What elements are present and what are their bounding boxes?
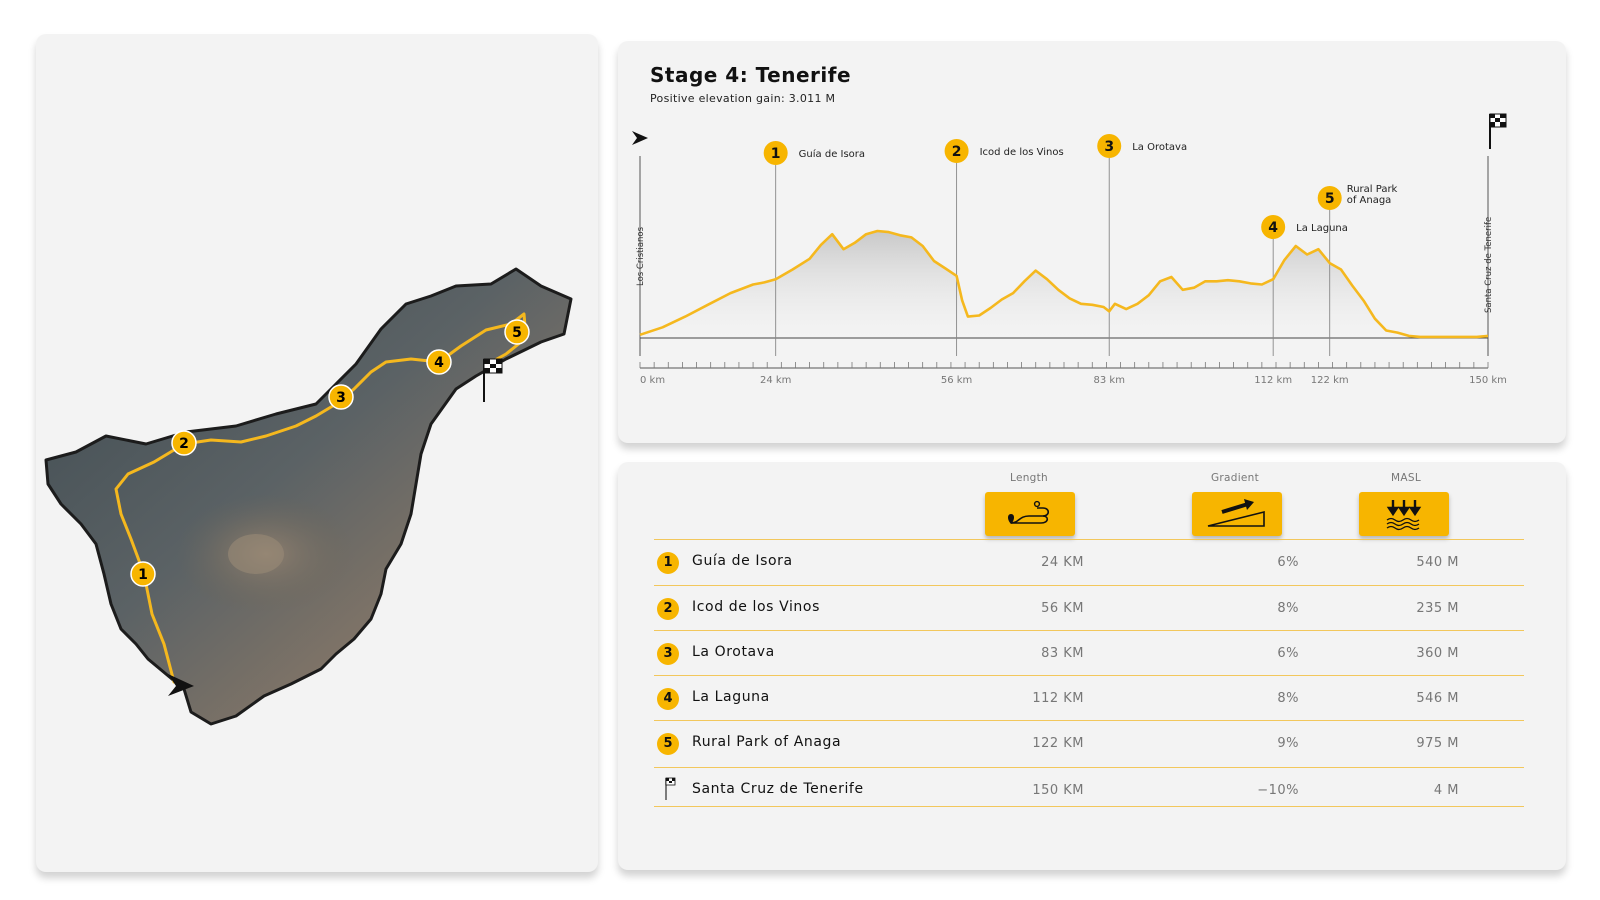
waypoint-number-1: 1 [771,146,781,162]
km-tick-label: 150 km [1469,375,1507,386]
map-waypoint-1[interactable]: 1 [130,561,156,587]
masl-value: 540 M [1416,555,1459,570]
km-tick-label: 83 km [1094,375,1125,386]
table-row-finish[interactable]: Santa Cruz de Tenerife 150 KM −10% 4 M [654,767,1524,813]
waypoint-name: Rural Park of Anaga [692,734,842,750]
map-card: 1 2 3 4 5 [36,34,598,872]
gradient-icon [1192,492,1282,536]
waypoint-badge: 2 [657,598,679,620]
gradient-value: 6% [1277,555,1299,570]
svg-text:3: 3 [336,390,346,406]
masl-header: MASL [1391,472,1421,484]
finish-flag-icon [483,358,503,402]
km-tick-label: 122 km [1311,375,1349,386]
km-tick-label: 56 km [941,375,972,386]
chart-marks: 1 Guía de Isora 2 Icod de los Vinos 3 La Orot… [639,134,1507,386]
waypoint-badge: 3 [657,643,679,665]
waypoint-number-5: 5 [1325,191,1335,207]
waypoint-badge-4 [1261,215,1286,239]
start-location-label: Los Cristianos [636,226,646,286]
svg-text:1: 1 [138,567,148,583]
waypoint-label-3: La Orotava [1132,142,1187,153]
svg-text:4: 4 [434,355,444,371]
waypoint-number-3: 3 [1104,139,1114,155]
waypoint-name: La Laguna [692,689,770,705]
waypoint-label-5-line2: of Anaga [1347,195,1392,206]
finish-flag-icon [665,777,676,800]
waypoint-badge-3 [1097,134,1122,158]
map-waypoint-2[interactable]: 2 [171,430,197,456]
waypoint-name: Santa Cruz de Tenerife [692,781,864,797]
gradient-header: Gradient [1210,472,1260,484]
waypoint-name: Guía de Isora [692,553,793,569]
elevation-profile-card: Stage 4: Tenerife Positive elevation gai… [618,41,1566,443]
gradient-value: 6% [1277,646,1299,661]
elevation-icon [1359,492,1449,536]
waypoint-label-4: La Laguna [1296,223,1348,234]
stage-title: Stage 4: Tenerife [650,63,852,87]
route-line [114,312,528,684]
map-waypoint-3[interactable]: 3 [328,384,354,410]
teide-peak [228,534,284,574]
waypoint-badge: 5 [657,733,679,755]
finish-flag-icon [1489,113,1507,149]
gradient-value: 9% [1277,736,1299,751]
waypoint-badge: 1 [657,552,679,574]
svg-text:5: 5 [512,325,522,341]
table-row-2[interactable]: 2 Icod de los Vinos 56 KM 8% 235 M [654,585,1524,631]
km-tick-label: 112 km [1254,375,1292,386]
masl-value: 4 M [1433,783,1459,798]
map-waypoint-5[interactable]: 5 [504,319,530,345]
length-header: Length [1009,472,1049,484]
waypoint-label-1: Guía de Isora [799,148,865,160]
waypoint-name: Icod de los Vinos [692,599,820,615]
table-row-4[interactable]: 4 La Laguna 112 KM 8% 546 M [654,675,1524,721]
start-arrow-icon [168,674,194,696]
elevation-chart[interactable]: Los Cristianos Santa Cruz de Tenerife 1 G… [618,41,1566,443]
table-row-5[interactable]: 5 Rural Park of Anaga 122 KM 9% 975 M [654,720,1524,766]
gradient-value: 8% [1277,601,1299,616]
end-location-label: Santa Cruz de Tenerife [1484,217,1494,313]
km-tick-label: 0 km [640,375,665,386]
km-tick-label: 24 km [760,375,791,386]
table-row-3[interactable]: 3 La Orotava 83 KM 6% 360 M [654,630,1524,676]
waypoint-number-2: 2 [952,144,962,160]
route-icon [985,492,1075,536]
waypoint-badge: 4 [657,688,679,710]
waypoint-label-5-line1: Rural Park [1347,184,1398,195]
start-arrow-icon [632,131,648,145]
length-value: 83 KM [1041,646,1084,661]
length-value: 24 KM [1041,555,1084,570]
svg-text:2: 2 [179,436,189,452]
masl-value: 975 M [1416,736,1459,751]
map-waypoint-4[interactable]: 4 [426,349,452,375]
island-map[interactable]: 1 2 3 4 5 [36,34,598,872]
chart-static-layer [632,113,1507,356]
gradient-value: −10% [1257,783,1299,798]
elevation-line [639,229,1489,339]
elevation-gain-subtitle: Positive elevation gain: 3.011 M [650,92,836,105]
island-shape [44,267,573,726]
waypoint-label-2: Icod de los Vinos [980,147,1064,158]
elevation-area [640,231,1488,338]
waypoint-table-card: Length Gradient MASL 1 G [618,462,1566,870]
length-value: 56 KM [1041,601,1084,616]
waypoint-name: La Orotava [692,644,775,660]
length-value: 150 KM [1032,783,1084,798]
table-bottom-divider [654,806,1524,807]
length-value: 112 KM [1032,691,1084,706]
length-value: 122 KM [1032,736,1084,751]
waypoint-badge-2 [944,139,969,163]
masl-value: 360 M [1416,646,1459,661]
waypoint-badge-5 [1317,186,1342,210]
gradient-value: 8% [1277,691,1299,706]
waypoint-number-4: 4 [1268,220,1278,236]
masl-value: 546 M [1416,691,1459,706]
masl-value: 235 M [1416,601,1459,616]
table-row-1[interactable]: 1 Guía de Isora 24 KM 6% 540 M [654,539,1524,585]
waypoint-badge-1 [763,141,788,165]
